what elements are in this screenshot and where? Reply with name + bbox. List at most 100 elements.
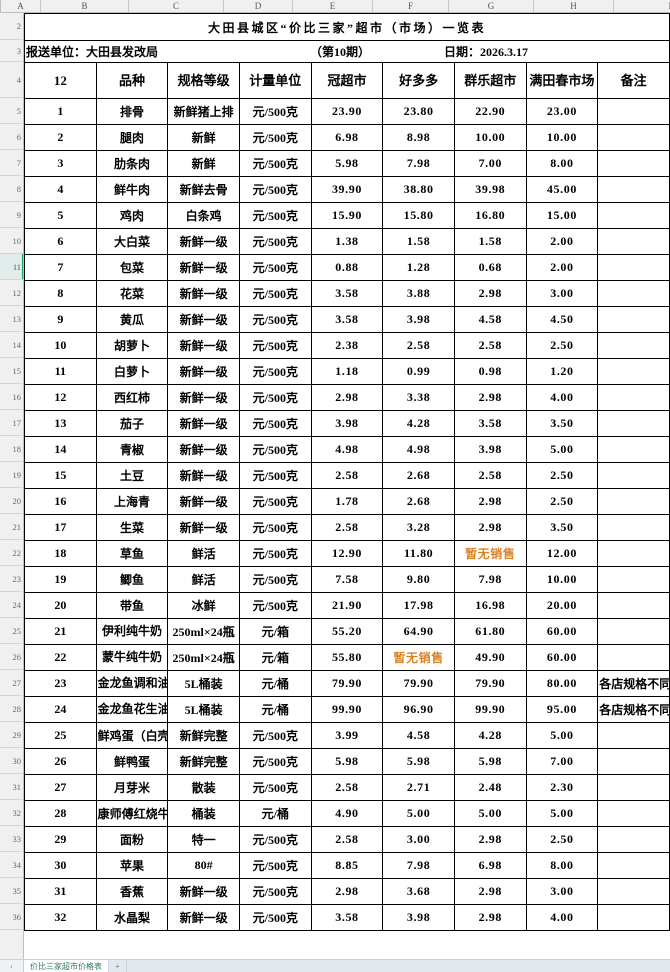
price-cell-p2[interactable]: 3.00 xyxy=(382,826,455,853)
table-row[interactable]: 28康师傅红烧牛肉方便面桶装元/桶4.905.005.005.00 xyxy=(24,800,670,827)
price-cell-p4[interactable]: 4.00 xyxy=(525,384,599,411)
product-name-cell[interactable]: 排骨 xyxy=(95,98,169,125)
product-name-cell[interactable]: 上海青 xyxy=(95,488,169,515)
price-cell-p4[interactable]: 4.50 xyxy=(525,306,599,333)
row-header-12[interactable]: 12 xyxy=(0,280,23,306)
spec-grade-cell[interactable]: 新鲜猪上排 xyxy=(167,98,240,125)
price-cell-p2[interactable]: 2.68 xyxy=(382,462,455,489)
unit-cell[interactable]: 元/500克 xyxy=(238,124,312,151)
product-name-cell[interactable]: 香蕉 xyxy=(95,878,169,905)
price-cell-p4[interactable]: 2.00 xyxy=(525,228,599,255)
price-cell-p4[interactable]: 3.50 xyxy=(525,410,599,437)
note-cell[interactable] xyxy=(597,280,670,307)
table-row[interactable]: 14 青椒 新鲜一级 元/500克 4.98 4.98 3.98 5.00 xyxy=(24,436,670,463)
price-cell-p2[interactable]: 23.80 xyxy=(382,98,455,125)
product-name-cell[interactable]: 鲜鸭蛋 xyxy=(95,748,169,775)
price-cell-p3[interactable]: 2.98 xyxy=(453,384,527,411)
row-header-30[interactable]: 30 xyxy=(0,748,23,774)
table-row[interactable]: 27 月芽米 散装 元/500克 2.58 2.71 2.48 2.30 xyxy=(24,774,670,801)
sheet-tab-strip[interactable]: ‹ 价比三家超市价格表 + xyxy=(0,959,670,972)
table-row[interactable]: 22 蒙牛纯牛奶 250ml×24瓶 元/箱 55.80 暂无销售 49.90 60.00 xyxy=(24,644,670,671)
unit-cell[interactable]: 元/500克 xyxy=(238,748,312,775)
price-cell-p3[interactable]: 2.58 xyxy=(453,462,527,489)
note-cell[interactable] xyxy=(597,618,670,645)
row-header-8[interactable]: 8 xyxy=(0,176,23,202)
price-cell-p1[interactable]: 39.90 xyxy=(310,176,384,203)
note-cell[interactable] xyxy=(597,566,670,593)
price-cell-p4[interactable]: 3.50 xyxy=(525,514,599,541)
table-row[interactable]: 1 排骨 新鲜猪上排 元/500克 23.90 23.80 22.90 23.00 xyxy=(24,98,670,125)
product-name-cell[interactable]: 伊利纯牛奶 xyxy=(95,618,169,645)
price-cell-p1[interactable]: 5.98 xyxy=(310,748,384,775)
price-cell-p1[interactable]: 7.58 xyxy=(310,566,384,593)
price-cell-p4[interactable]: 2.50 xyxy=(525,826,599,853)
price-cell-p3[interactable]: 3.58 xyxy=(453,410,527,437)
price-cell-p3[interactable]: 16.80 xyxy=(453,202,527,229)
price-cell-p4[interactable]: 23.00 xyxy=(525,98,599,125)
row-header-29[interactable]: 29 xyxy=(0,722,23,748)
price-cell-p1[interactable]: 2.98 xyxy=(310,384,384,411)
price-cell-p3[interactable]: 4.58 xyxy=(453,306,527,333)
price-cell-p2[interactable]: 2.71 xyxy=(382,774,455,801)
product-name-cell[interactable]: 白萝卜 xyxy=(95,358,169,385)
unit-cell[interactable]: 元/500克 xyxy=(238,410,312,437)
spec-grade-cell[interactable]: 新鲜一级 xyxy=(167,878,240,905)
column-header-E[interactable]: E xyxy=(293,0,373,12)
price-cell-p1[interactable]: 3.99 xyxy=(310,722,384,749)
price-cell-p1[interactable]: 3.58 xyxy=(310,280,384,307)
spec-grade-cell[interactable]: 新鲜一级 xyxy=(167,904,240,931)
price-cell-p2[interactable]: 2.68 xyxy=(382,488,455,515)
price-cell-p3[interactable]: 2.58 xyxy=(453,332,527,359)
price-cell-p3[interactable]: 49.90 xyxy=(453,644,527,671)
table-header-cell-1[interactable]: 品种 xyxy=(95,62,169,99)
unit-cell[interactable]: 元/500克 xyxy=(238,358,312,385)
price-cell-p3[interactable]: 7.00 xyxy=(453,150,527,177)
product-name-cell[interactable]: 鲫鱼 xyxy=(95,566,169,593)
price-cell-p2[interactable]: 9.80 xyxy=(382,566,455,593)
spec-grade-cell[interactable]: 5L桶装 xyxy=(167,696,240,723)
row-header-13[interactable]: 13 xyxy=(0,306,23,332)
table-row[interactable]: 12 西红柿 新鲜一级 元/500克 2.98 3.38 2.98 4.00 xyxy=(24,384,670,411)
note-cell[interactable] xyxy=(597,306,670,333)
product-name-cell[interactable]: 腿肉 xyxy=(95,124,169,151)
row-header-15[interactable]: 15 xyxy=(0,358,23,384)
note-cell[interactable] xyxy=(597,488,670,515)
note-cell[interactable] xyxy=(597,410,670,437)
price-cell-p1[interactable]: 12.90 xyxy=(310,540,384,567)
table-header-cell-6[interactable]: 群乐超市 xyxy=(453,62,527,99)
row-header-22[interactable]: 22 xyxy=(0,540,23,566)
price-cell-p2[interactable]: 3.68 xyxy=(382,878,455,905)
unit-cell[interactable]: 元/500克 xyxy=(238,384,312,411)
table-row[interactable]: 32 水晶梨 新鲜一级 元/500克 3.58 3.98 2.98 4.00 xyxy=(24,904,670,931)
table-row[interactable]: 23金龙鱼调和油（非转基5L桶装元/桶79.9079.9079.9080.00各… xyxy=(24,670,670,697)
price-cell-p3[interactable]: 2.48 xyxy=(453,774,527,801)
note-cell[interactable] xyxy=(597,540,670,567)
table-row[interactable]: 26 鲜鸭蛋 新鲜完整 元/500克 5.98 5.98 5.98 7.00 xyxy=(24,748,670,775)
row-header-19[interactable]: 19 xyxy=(0,462,23,488)
note-cell[interactable] xyxy=(597,644,670,671)
spec-grade-cell[interactable]: 新鲜一级 xyxy=(167,488,240,515)
price-cell-p3[interactable]: 99.90 xyxy=(453,696,527,723)
price-cell-p3[interactable]: 2.98 xyxy=(453,826,527,853)
price-cell-p3[interactable]: 61.80 xyxy=(453,618,527,645)
price-cell-p4[interactable]: 4.00 xyxy=(525,904,599,931)
product-name-cell[interactable]: 茄子 xyxy=(95,410,169,437)
price-cell-p1[interactable]: 2.58 xyxy=(310,826,384,853)
row-header-7[interactable]: 7 xyxy=(0,150,23,176)
price-cell-p2[interactable]: 7.98 xyxy=(382,852,455,879)
price-cell-p1[interactable]: 21.90 xyxy=(310,592,384,619)
price-cell-p3[interactable]: 0.98 xyxy=(453,358,527,385)
select-all-corner[interactable] xyxy=(0,0,1,12)
price-cell-p3[interactable]: 2.98 xyxy=(453,488,527,515)
price-cell-p4[interactable]: 80.00 xyxy=(525,670,599,697)
product-name-cell[interactable]: 土豆 xyxy=(95,462,169,489)
spec-grade-cell[interactable]: 250ml×24瓶 xyxy=(167,618,240,645)
row-header-16[interactable]: 16 xyxy=(0,384,23,410)
table-header-cell-8[interactable]: 备注 xyxy=(597,62,670,99)
note-cell[interactable] xyxy=(597,254,670,281)
unit-cell[interactable]: 元/500克 xyxy=(238,462,312,489)
price-cell-p4[interactable]: 5.00 xyxy=(525,436,599,463)
spec-grade-cell[interactable]: 80# xyxy=(167,852,240,879)
note-cell[interactable] xyxy=(597,748,670,775)
unit-cell[interactable]: 元/500克 xyxy=(238,306,312,333)
